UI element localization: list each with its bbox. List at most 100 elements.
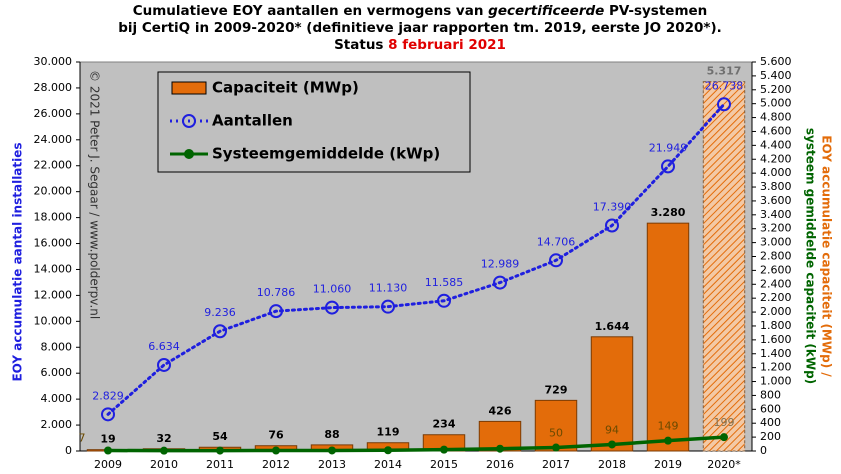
point	[272, 446, 280, 455]
y2-tick-label: 5.200	[760, 83, 792, 96]
y2-tick-label: 3.200	[760, 222, 792, 235]
x-tick-label: 2017	[542, 458, 570, 471]
x-tick-label: 2020*	[707, 458, 741, 471]
point-label: 11.060	[313, 283, 352, 296]
y2-tick-label: 1.800	[760, 319, 792, 332]
point	[269, 304, 283, 319]
point	[605, 218, 619, 233]
point	[720, 433, 728, 442]
y-tick-label: 10.000	[34, 314, 73, 327]
y-tick-label: 26.000	[34, 107, 73, 120]
y2-tick-label: 400	[760, 416, 781, 429]
legend-label: Systeemgemiddelde (kWp)	[212, 145, 440, 163]
legend-label: Aantallen	[212, 112, 293, 130]
y2-tick-label: 3.400	[760, 208, 792, 221]
bar	[534, 399, 578, 452]
y2-tick-label: 4.400	[760, 138, 792, 151]
bar-label: 3.280	[651, 206, 686, 219]
point	[216, 446, 224, 455]
y2-tick-label: 1.000	[760, 375, 792, 388]
y2-tick-label: 2.200	[760, 291, 792, 304]
point	[552, 443, 560, 452]
point-label: 11.130	[369, 282, 408, 295]
x-tick-label: 2014	[374, 458, 402, 471]
point	[440, 445, 448, 454]
point	[325, 300, 339, 315]
y-tick-label: 8.000	[41, 340, 73, 353]
bar-label: 729	[545, 383, 568, 396]
title: Cumulatieve EOY aantallen en vermogens v…	[133, 3, 708, 19]
bar-label: 119	[377, 426, 400, 439]
y-axis-label: EOY accumulatie aantal installaties	[11, 142, 25, 381]
y2-tick-label: 2.800	[760, 250, 792, 263]
point-label: 9.236	[204, 306, 236, 319]
point-label: 7	[79, 432, 86, 445]
bar-label: 32	[156, 432, 171, 445]
point	[104, 446, 112, 455]
y2-tick-label: 4.000	[760, 166, 792, 179]
point-label: 26.738	[705, 79, 744, 92]
point-label: 94	[605, 423, 619, 436]
y-tick-label: 18.000	[34, 211, 73, 224]
x-tick-label: 2010	[150, 458, 178, 471]
y2-tick-label: 5.600	[760, 55, 792, 68]
point-label: 21.949	[649, 141, 688, 154]
y2-tick-label: 800	[760, 388, 781, 401]
x-tick-label: 2016	[486, 458, 514, 471]
y2-axis-label: systeem gemiddelde capaciteit (kWp)	[804, 128, 818, 384]
y-tick-label: 12.000	[34, 288, 73, 301]
copyright: © 2021 Peter J. Segaar / www.polderpv.nl	[88, 70, 102, 319]
y-tick-label: 20.000	[34, 185, 73, 198]
y2-tick-label: 4.800	[760, 111, 792, 124]
bar	[646, 222, 690, 452]
y2-tick-label: 5.000	[760, 97, 792, 110]
y-tick-label: 14.000	[34, 262, 73, 275]
point-label: 12.989	[481, 258, 520, 271]
bar-label: 76	[268, 429, 284, 442]
y2-tick-label: 0	[760, 444, 767, 457]
y2-tick-label: 2.600	[760, 263, 792, 276]
bar-label: 426	[489, 404, 512, 417]
y2-tick-label: 1.600	[760, 333, 792, 346]
point	[608, 440, 616, 449]
legend-label: Capaciteit (MWp)	[212, 79, 359, 97]
y-tick-label: 22.000	[34, 159, 73, 172]
y2-tick-label: 200	[760, 430, 781, 443]
title: Status 8 februari 2021	[334, 37, 506, 53]
point	[661, 159, 675, 174]
point-label: 50	[549, 427, 563, 440]
point	[664, 436, 672, 445]
y2-tick-label: 3.000	[760, 236, 792, 249]
y-tick-label: 4.000	[41, 392, 73, 405]
point	[381, 299, 395, 314]
point	[717, 97, 731, 112]
point	[101, 407, 115, 422]
y2-tick-label: 4.600	[760, 124, 792, 137]
y-tick-label: 6.000	[41, 366, 73, 379]
y-tick-label: 16.000	[34, 237, 73, 250]
point	[160, 446, 168, 455]
line	[106, 102, 726, 416]
point	[213, 324, 227, 339]
x-tick-label: 2011	[206, 458, 234, 471]
line	[106, 435, 726, 453]
point-label: 2.829	[92, 389, 124, 402]
bar-label: 1.644	[595, 320, 630, 333]
point-label: 17.390	[593, 201, 632, 214]
point-label: 6.634	[148, 340, 180, 353]
bar	[590, 336, 634, 452]
x-tick-label: 2012	[262, 458, 290, 471]
legend-swatch	[171, 81, 207, 95]
y-tick-label: 2.000	[41, 418, 73, 431]
y2-tick-label: 1.200	[760, 361, 792, 374]
point-label: 11.585	[425, 276, 464, 289]
point-label: 14.706	[537, 235, 576, 248]
y2-tick-label: 1.400	[760, 347, 792, 360]
x-tick-label: 2019	[654, 458, 682, 471]
point	[496, 444, 504, 453]
bar-label: 234	[433, 418, 456, 431]
y2-tick-label: 3.600	[760, 194, 792, 207]
y2-tick-label: 5.400	[760, 69, 792, 82]
y2-tick-label: 2.400	[760, 277, 792, 290]
